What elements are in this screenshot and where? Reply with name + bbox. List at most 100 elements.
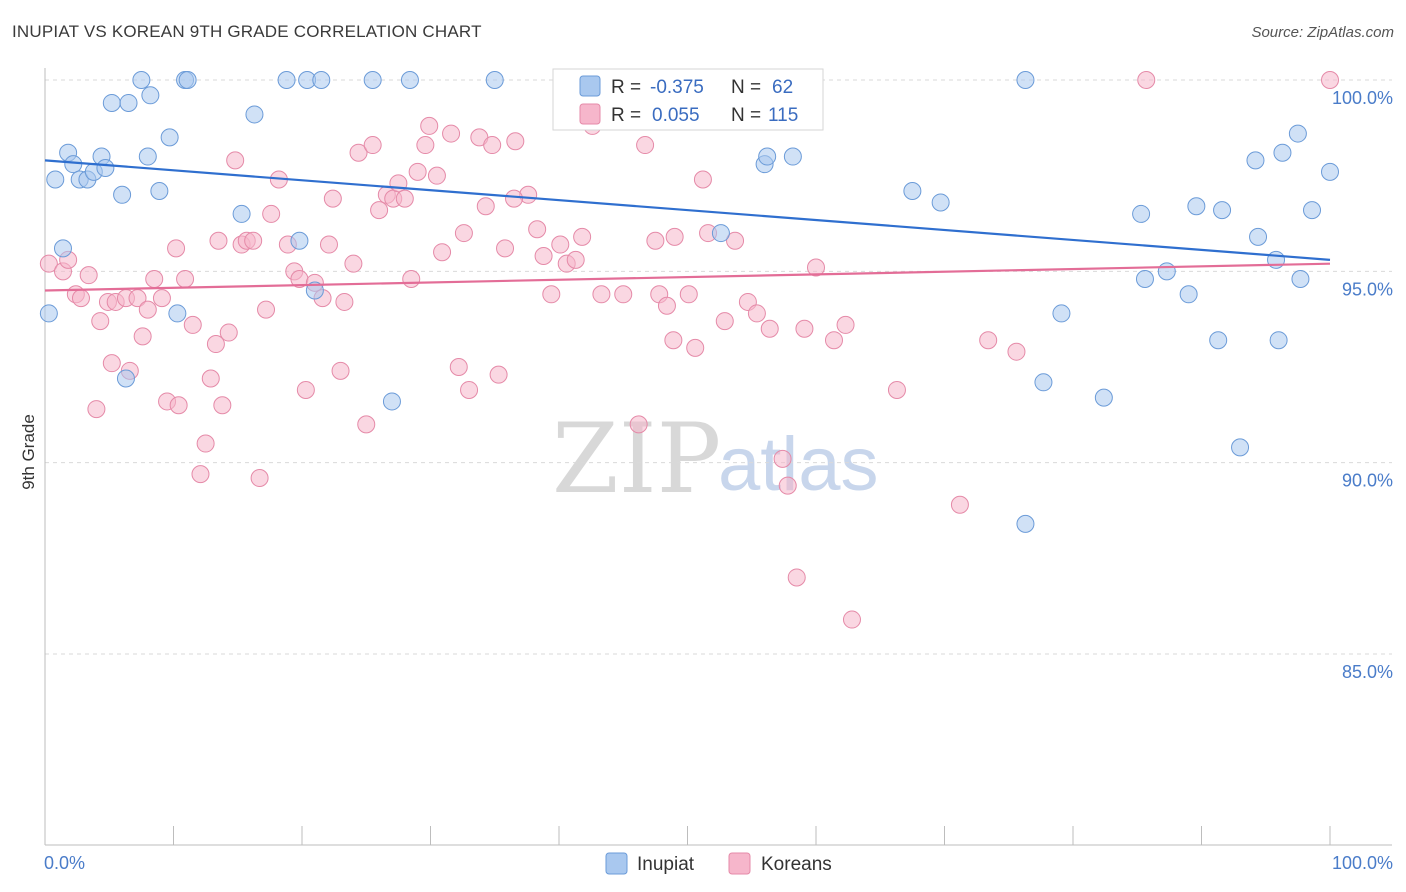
- point-koreans: [657, 296, 676, 315]
- point-koreans: [686, 338, 705, 357]
- point-koreans: [319, 235, 338, 254]
- point-koreans: [196, 434, 215, 453]
- point-inupiat: [1052, 304, 1071, 323]
- point-inupiat: [102, 93, 121, 112]
- point-koreans: [629, 415, 648, 434]
- point-koreans: [454, 224, 473, 243]
- point-koreans: [506, 132, 525, 151]
- point-inupiat: [1249, 227, 1268, 246]
- point-koreans: [145, 269, 164, 288]
- bottom-legend-label-inupiat: Inupiat: [637, 854, 695, 875]
- tick-labels: 100.0% 95.0% 90.0% 85.0% 0.0% 100.0%: [44, 88, 1393, 873]
- point-koreans: [79, 266, 98, 285]
- trend-line-koreans: [44, 262, 1331, 292]
- point-koreans: [773, 449, 792, 468]
- point-koreans: [824, 331, 843, 350]
- point-koreans: [87, 400, 106, 419]
- point-koreans: [807, 258, 825, 277]
- point-koreans: [665, 227, 684, 246]
- point-inupiat: [119, 93, 138, 112]
- point-koreans: [167, 239, 186, 258]
- point-inupiat: [1157, 262, 1176, 281]
- point-inupiat: [1288, 124, 1307, 143]
- point-inupiat: [116, 369, 135, 388]
- point-koreans: [778, 476, 797, 495]
- legend-swatch-koreans: [579, 103, 601, 125]
- y-tick-label: 100.0%: [1332, 88, 1393, 108]
- bottom-legend-swatch-inupiat: [605, 852, 628, 875]
- point-koreans: [646, 231, 665, 250]
- point-koreans: [344, 254, 363, 273]
- point-koreans: [209, 231, 228, 250]
- point-koreans: [395, 189, 414, 208]
- point-koreans: [408, 162, 427, 181]
- point-koreans: [133, 327, 152, 346]
- point-inupiat: [1034, 373, 1053, 392]
- point-inupiat: [1213, 201, 1232, 220]
- point-koreans: [715, 312, 734, 331]
- point-inupiat: [150, 181, 169, 200]
- point-koreans: [528, 220, 547, 239]
- legend-n-label: N =: [731, 105, 761, 126]
- point-inupiat: [1246, 151, 1265, 170]
- point-koreans: [250, 468, 269, 487]
- point-koreans: [483, 136, 502, 155]
- point-koreans: [442, 124, 461, 143]
- point-inupiat: [113, 185, 132, 204]
- point-inupiat: [1179, 285, 1198, 304]
- legend-r-value-koreans: 0.055: [652, 105, 700, 126]
- point-koreans: [476, 197, 495, 216]
- point-koreans: [679, 285, 698, 304]
- y-tick-label: 90.0%: [1342, 471, 1393, 491]
- point-inupiat: [1231, 438, 1250, 457]
- point-inupiat: [39, 304, 58, 323]
- point-koreans: [795, 319, 814, 338]
- legend-r-value-inupiat: -0.375: [650, 77, 704, 98]
- point-inupiat: [1132, 204, 1151, 223]
- point-koreans: [534, 247, 553, 266]
- point-koreans: [836, 315, 855, 334]
- point-inupiat: [758, 147, 777, 166]
- point-inupiat: [1303, 201, 1322, 220]
- point-inupiat: [382, 392, 401, 411]
- point-koreans: [449, 358, 468, 376]
- point-inupiat: [132, 71, 151, 89]
- point-koreans: [842, 610, 861, 629]
- trend-line-inupiat: [44, 159, 1331, 261]
- point-koreans: [91, 312, 110, 331]
- x-tick-label: 0.0%: [44, 853, 85, 873]
- x-tick-label: 100.0%: [1332, 853, 1393, 873]
- point-inupiat: [245, 105, 264, 124]
- point-koreans: [460, 380, 479, 399]
- y-tick-label: 85.0%: [1342, 662, 1393, 682]
- legend-r-label: R =: [611, 105, 641, 126]
- point-koreans: [357, 415, 376, 434]
- point-koreans: [244, 231, 263, 250]
- bottom-legend-label-koreans: Koreans: [761, 854, 832, 875]
- point-inupiat: [141, 86, 160, 105]
- point-inupiat: [1094, 388, 1113, 407]
- point-inupiat: [1016, 71, 1035, 89]
- point-koreans: [349, 143, 368, 162]
- point-koreans: [760, 319, 779, 338]
- legend-n-value-koreans: 115: [768, 105, 798, 126]
- point-koreans: [39, 254, 58, 273]
- watermark-atlas: atlas: [718, 422, 879, 507]
- point-inupiat: [1269, 331, 1288, 350]
- point-koreans: [176, 269, 195, 288]
- point-koreans: [262, 204, 281, 223]
- point-inupiat: [1321, 162, 1339, 181]
- point-koreans: [420, 116, 439, 135]
- point-inupiat: [783, 147, 802, 166]
- point-koreans: [887, 380, 906, 399]
- point-koreans: [787, 568, 806, 587]
- point-koreans: [402, 269, 421, 288]
- point-koreans: [573, 227, 592, 246]
- point-koreans: [331, 361, 350, 380]
- point-koreans: [542, 285, 561, 304]
- point-inupiat: [485, 71, 504, 89]
- legend-swatch-inupiat: [579, 75, 601, 97]
- trend-lines: [44, 159, 1331, 292]
- point-koreans: [416, 136, 435, 155]
